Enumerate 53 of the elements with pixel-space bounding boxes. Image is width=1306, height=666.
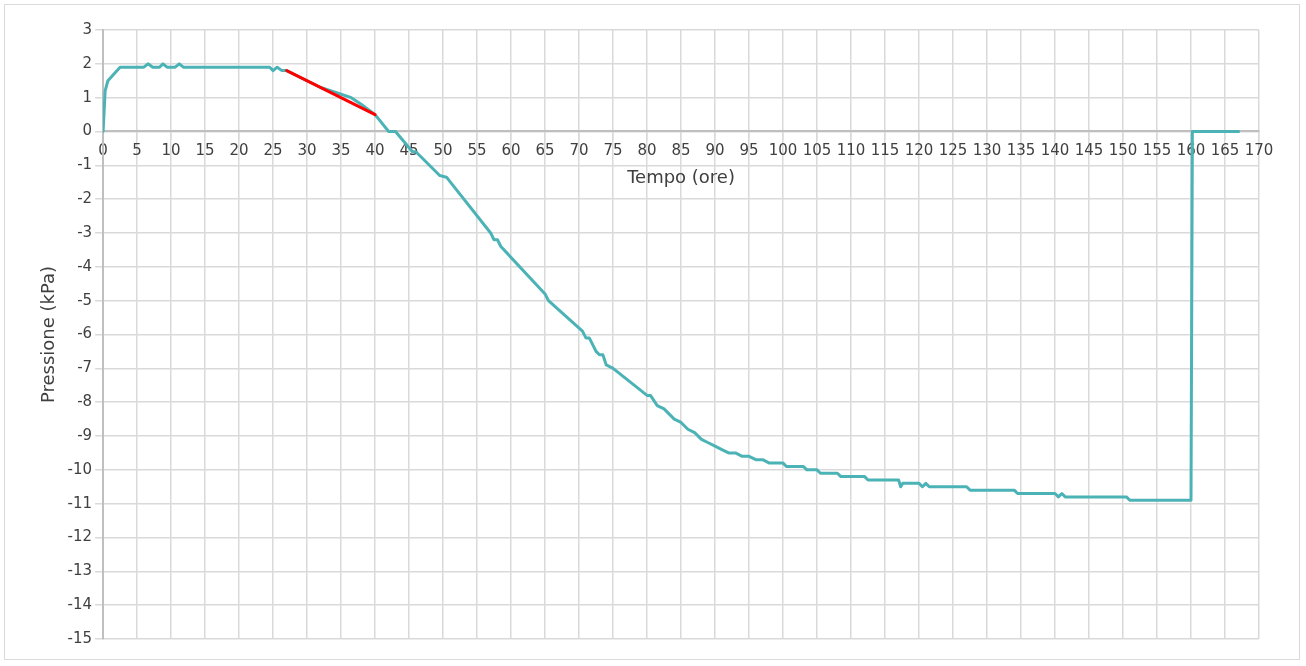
- x-tick-label: 40: [365, 141, 385, 160]
- x-tick-label: 75: [603, 141, 623, 160]
- y-tick-label: 1: [82, 87, 93, 106]
- y-tick-label: -15: [67, 628, 93, 647]
- x-tick-label: 100: [768, 141, 798, 160]
- y-tick-label: -14: [67, 595, 93, 614]
- x-tick-label: 35: [331, 141, 351, 160]
- x-tick-label: 140: [1040, 141, 1070, 160]
- x-tick-label: 135: [1006, 141, 1036, 160]
- x-tick-label: 105: [802, 141, 832, 160]
- y-tick-label: -9: [77, 425, 93, 444]
- x-tick-label: 115: [870, 141, 900, 160]
- y-tick-label: -5: [77, 290, 93, 309]
- y-axis-title: Pressione (kPa): [37, 265, 59, 404]
- x-tick-label: 65: [535, 141, 555, 160]
- x-tick-label: 130: [972, 141, 1002, 160]
- x-tick-label: 95: [739, 141, 759, 160]
- y-tick-label: -12: [67, 527, 93, 546]
- y-tick-label: -4: [77, 256, 93, 275]
- x-tick-label: 170: [1244, 141, 1274, 160]
- y-tick-label: 3: [82, 19, 93, 38]
- x-tick-label: 80: [637, 141, 657, 160]
- y-tick-label: -7: [77, 358, 93, 377]
- y-tick-label: 0: [82, 121, 93, 140]
- x-tick-label: 50: [433, 141, 453, 160]
- x-tick-label: 90: [705, 141, 725, 160]
- y-tick-label: -10: [67, 459, 93, 478]
- y-tick-label: -13: [67, 561, 93, 580]
- y-tick-label: -2: [77, 189, 93, 208]
- x-tick-label: 20: [229, 141, 249, 160]
- x-tick-label: 60: [501, 141, 521, 160]
- y-tick-label: 2: [82, 53, 93, 72]
- x-tick-label: 155: [1142, 141, 1172, 160]
- x-tick-label: 145: [1074, 141, 1104, 160]
- x-tick-label: 125: [938, 141, 968, 160]
- x-tick-label: 70: [569, 141, 589, 160]
- x-tick-label: 150: [1108, 141, 1138, 160]
- y-tick-label: -11: [67, 493, 93, 512]
- y-tick-label: -8: [77, 392, 93, 411]
- y-tick-label: -1: [77, 155, 93, 174]
- x-tick-label: 110: [836, 141, 866, 160]
- y-tick-label: -3: [77, 222, 93, 241]
- x-tick-label: 10: [161, 141, 181, 160]
- x-tick-label: 165: [1210, 141, 1240, 160]
- x-tick-label: 5: [132, 141, 142, 160]
- x-tick-label: 25: [263, 141, 283, 160]
- x-tick-label: 120: [904, 141, 934, 160]
- x-tick-label: 15: [195, 141, 215, 160]
- x-tick-label: 85: [671, 141, 691, 160]
- x-axis-title: Tempo (ore): [626, 165, 735, 187]
- x-tick-label: 55: [467, 141, 487, 160]
- y-tick-label: -6: [77, 324, 93, 343]
- x-tick-label: 30: [297, 141, 317, 160]
